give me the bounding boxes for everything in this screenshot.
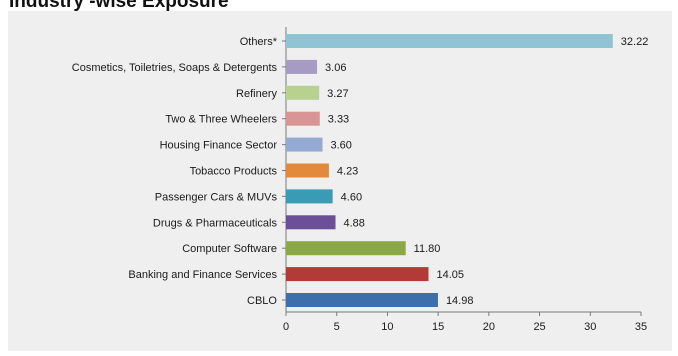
value-label: 3.06 [325, 62, 346, 74]
value-label: 3.60 [331, 140, 352, 152]
value-label: 4.60 [341, 191, 362, 203]
category-label: Drugs & Pharmaceuticals [153, 217, 278, 229]
category-label: Passenger Cars & MUVs [155, 191, 278, 203]
x-tick-label: 30 [584, 321, 596, 333]
value-label: 3.33 [328, 114, 349, 126]
bar [286, 85, 320, 100]
bar [286, 189, 333, 204]
x-tick-label: 10 [381, 321, 393, 333]
bar [286, 293, 438, 307]
bar [286, 163, 329, 178]
bar [286, 267, 429, 282]
category-label: Two & Three Wheelers [165, 114, 277, 126]
value-label: 11.80 [414, 243, 441, 255]
x-tick-label: 0 [283, 321, 289, 333]
bar [286, 215, 336, 230]
bar [286, 111, 320, 126]
category-label: Others* [240, 36, 278, 48]
bar [286, 59, 318, 74]
value-label: 3.27 [327, 88, 348, 100]
chart-title: Industry -wise Exposure [9, 0, 229, 12]
bar-chart: Others* 32.22 Cosmetics, Toiletries, Soaps… [72, 27, 649, 333]
value-label: 14.05 [437, 269, 465, 281]
category-label: Cosmetics, Toiletries, Soaps & Detergent… [72, 62, 278, 74]
value-label: 4.23 [337, 166, 358, 178]
value-label: 14.98 [446, 295, 474, 307]
x-tick-label: 35 [635, 321, 647, 333]
x-tick-label: 20 [483, 321, 495, 333]
bar [286, 137, 323, 152]
category-label: Housing Finance Sector [160, 140, 278, 152]
x-tick-label: 25 [533, 321, 545, 333]
bar [286, 241, 406, 256]
category-label: Banking and Finance Services [128, 269, 277, 281]
bar [286, 34, 613, 48]
category-label: Tobacco Products [190, 166, 278, 178]
value-label: 32.22 [621, 36, 649, 48]
category-label: Computer Software [182, 243, 277, 255]
value-label: 4.88 [343, 217, 364, 229]
x-tick-label: 15 [432, 321, 444, 333]
x-tick-label: 5 [334, 321, 340, 333]
category-label: Refinery [236, 88, 277, 100]
category-label: CBLO [247, 295, 277, 307]
chart-panel: Others* 32.22 Cosmetics, Toiletries, Soaps… [8, 11, 672, 351]
